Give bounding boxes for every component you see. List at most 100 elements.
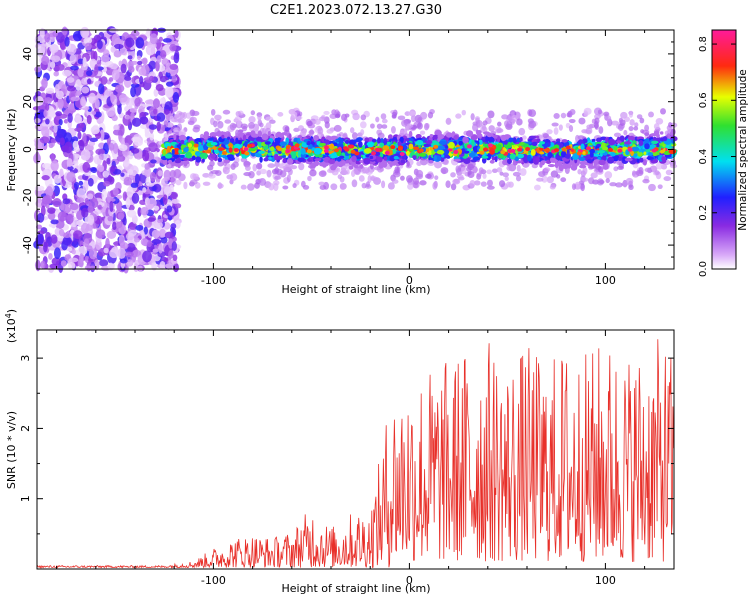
spectrogram-cell <box>66 85 76 92</box>
spectrogram-cell <box>448 141 455 149</box>
spectrogram-cell <box>543 148 551 152</box>
spectrogram-cell <box>486 179 493 187</box>
spectrogram-peak <box>323 145 329 150</box>
spectrogram-cell <box>50 160 59 172</box>
spectrogram-cell <box>106 230 117 239</box>
spectrogram-cell <box>536 177 544 182</box>
spectrogram-cell <box>635 169 644 177</box>
spectrogram-cell <box>53 247 61 260</box>
spectrogram-cell <box>221 134 225 139</box>
spectrogram-peak <box>375 147 381 152</box>
spectrogram-cell <box>539 151 545 155</box>
spectrogram-cell <box>110 93 115 103</box>
spectrogram-cell <box>191 155 196 161</box>
spectrogram-cell <box>118 93 128 103</box>
spectrogram-cell <box>210 142 218 146</box>
spectrogram-peak <box>390 145 396 150</box>
spectrogram-cell <box>322 162 327 168</box>
spectrogram-cell <box>381 118 388 124</box>
spectrogram-cell <box>149 132 155 141</box>
spectrogram-cell <box>427 111 434 119</box>
spectrogram-cell <box>644 143 650 150</box>
spectrogram-cell <box>96 39 103 50</box>
spectrogram-cell <box>235 137 239 144</box>
spectrogram-cell <box>560 165 568 169</box>
spectrogram-cell <box>202 181 211 186</box>
spectrogram-cell <box>269 119 276 124</box>
spectrogram-cell <box>105 237 110 250</box>
spectrogram-cell <box>210 153 216 159</box>
spectrogram-cell <box>35 224 43 230</box>
spectrogram-peak <box>453 149 459 154</box>
spectrogram-cell <box>201 158 205 163</box>
spectrogram-cell <box>86 78 92 85</box>
spectrogram-cell <box>540 160 547 164</box>
spectrogram-cell <box>461 109 467 116</box>
spectrogram-cell <box>127 168 134 176</box>
spectrogram-cell <box>419 130 426 135</box>
spectrogram-peak <box>233 147 239 152</box>
spectrogram-cell <box>455 165 461 173</box>
spectrogram-cell <box>418 153 427 157</box>
spectrogram-cell <box>117 86 122 98</box>
spectrogram-cell <box>333 124 342 132</box>
spectrogram-cell <box>633 126 639 131</box>
spectrogram-cell <box>319 142 326 147</box>
spectrogram-cell <box>99 129 105 141</box>
spectrogram-cell <box>336 167 341 173</box>
spectrogram-cell <box>669 163 678 169</box>
spectrogram-cell <box>194 151 201 157</box>
spectrogram-cell <box>109 200 114 212</box>
spectrogram-cell <box>44 32 51 43</box>
spectrogram-cell <box>177 123 183 132</box>
spectrogram-cell <box>248 122 255 129</box>
spectrogram-cell <box>79 253 84 264</box>
spectrogram-peak <box>221 150 227 155</box>
spectrogram-cell <box>81 86 90 94</box>
spectrogram-cell <box>370 176 379 182</box>
spectrogram-cell <box>279 141 288 147</box>
spectrogram-cell <box>49 106 56 118</box>
spectrogram-cell <box>120 63 127 74</box>
spectrogram-cell <box>502 172 509 178</box>
spectrogram-cell <box>387 182 395 190</box>
spectrogram-cell <box>351 179 358 188</box>
spectrogram-cell <box>406 123 414 129</box>
spectrogram-cell <box>166 145 171 153</box>
spectrogram-cell <box>506 165 513 171</box>
spectrogram-cell <box>63 132 73 144</box>
spectrogram-cell <box>133 263 139 273</box>
spectrogram-cell <box>476 172 482 177</box>
spectrogram-cell <box>173 52 180 64</box>
spectrogram-cell <box>147 217 156 222</box>
spectrogram-cell <box>365 181 370 188</box>
spectrogram-cell <box>268 156 272 160</box>
spectrogram-cell <box>131 192 140 204</box>
spectrogram-cell <box>226 136 231 141</box>
spectrogram-cell <box>148 60 157 70</box>
spectrogram-cell <box>639 157 644 163</box>
spectrogram-cell <box>570 148 574 152</box>
spectrogram-cell <box>158 71 164 79</box>
spectrogram-cell <box>151 239 162 245</box>
spectrogram-cell <box>429 133 434 138</box>
spectrogram-cell <box>549 184 556 190</box>
spectrogram-cell <box>569 108 576 116</box>
spectrogram-cell <box>50 55 61 63</box>
spectrogram-cell <box>496 143 502 151</box>
spectrogram-cell <box>43 241 48 253</box>
spectrogram-cell <box>156 112 166 122</box>
spectrogram-cell <box>309 157 313 161</box>
spectrogram-cell <box>130 147 140 154</box>
spectrogram-cell <box>111 69 120 81</box>
spectrogram-cell <box>668 122 673 128</box>
spectrogram-cell <box>110 46 116 53</box>
spectrogram-peak <box>323 148 329 153</box>
spectrogram-cell <box>618 117 623 123</box>
spectrogram-cell <box>67 246 73 252</box>
spectrogram-cell <box>145 176 150 186</box>
spectrogram-cell <box>135 224 144 231</box>
spectrogram-cell <box>91 167 98 173</box>
spectrogram-cell <box>217 157 223 163</box>
spectrogram-cell <box>86 114 92 125</box>
